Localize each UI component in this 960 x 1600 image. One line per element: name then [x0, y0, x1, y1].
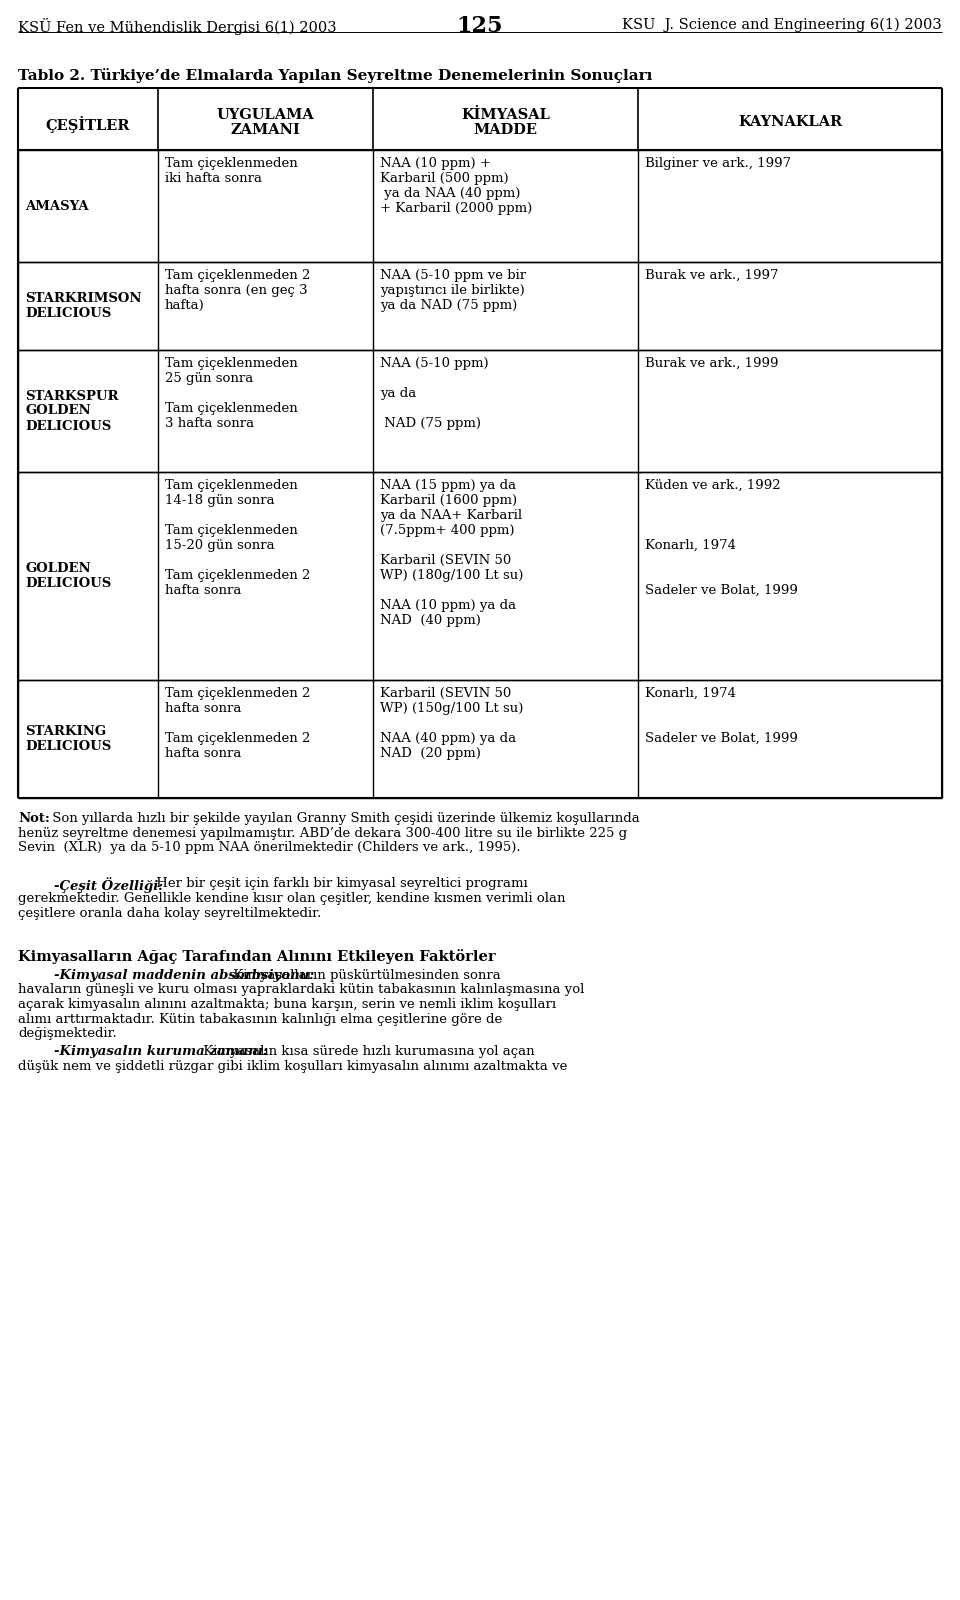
Text: ya da NAA+ Karbaril: ya da NAA+ Karbaril — [380, 509, 522, 522]
Text: ya da NAA (40 ppm): ya da NAA (40 ppm) — [380, 187, 520, 200]
Text: Bilginer ve ark., 1997: Bilginer ve ark., 1997 — [645, 157, 791, 170]
Text: 14-18 gün sonra: 14-18 gün sonra — [165, 494, 275, 507]
Text: NAD  (20 ppm): NAD (20 ppm) — [380, 747, 481, 760]
Text: Tam çiçeklenmeden: Tam çiçeklenmeden — [165, 157, 298, 170]
Text: Tam çiçeklenmeden: Tam çiçeklenmeden — [165, 478, 298, 493]
Text: STARKING: STARKING — [25, 725, 107, 738]
Text: NAD (75 ppm): NAD (75 ppm) — [380, 418, 481, 430]
Text: -Kimyasalın kuruma zamanı:: -Kimyasalın kuruma zamanı: — [54, 1045, 268, 1059]
Text: ÇEŞİTLER: ÇEŞİTLER — [46, 115, 131, 133]
Text: WP) (150g/100 Lt su): WP) (150g/100 Lt su) — [380, 702, 523, 715]
Text: Not:: Not: — [18, 813, 50, 826]
Text: Tablo 2. Türkiye’de Elmalarda Yapılan Seyreltme Denemelerinin Sonuçları: Tablo 2. Türkiye’de Elmalarda Yapılan Se… — [18, 67, 653, 83]
Text: Karbaril (SEVIN 50: Karbaril (SEVIN 50 — [380, 554, 512, 566]
Text: STARKRIMSON: STARKRIMSON — [25, 291, 141, 306]
Text: UYGULAMA: UYGULAMA — [217, 109, 314, 122]
Text: Karbaril (500 ppm): Karbaril (500 ppm) — [380, 171, 509, 186]
Text: alımı arttırmaktadır. Kütin tabakasının kalınlığı elma çeşitlerine göre de: alımı arttırmaktadır. Kütin tabakasının … — [18, 1013, 502, 1026]
Text: Konarlı, 1974: Konarlı, 1974 — [645, 686, 736, 701]
Text: Konarlı, 1974: Konarlı, 1974 — [645, 539, 736, 552]
Text: MADDE: MADDE — [473, 123, 538, 138]
Text: hafta): hafta) — [165, 299, 204, 312]
Text: Tam çiçeklenmeden 2: Tam çiçeklenmeden 2 — [165, 733, 310, 746]
Text: ZAMANI: ZAMANI — [230, 123, 300, 138]
Text: DELICIOUS: DELICIOUS — [25, 578, 111, 590]
Text: + Karbaril (2000 ppm): + Karbaril (2000 ppm) — [380, 202, 532, 214]
Text: Her bir çeşit için farklı bir kimyasal seyreltici programı: Her bir çeşit için farklı bir kimyasal s… — [152, 877, 528, 891]
Text: WP) (180g/100 Lt su): WP) (180g/100 Lt su) — [380, 570, 523, 582]
Text: 125: 125 — [457, 14, 503, 37]
Text: STARKSPUR: STARKSPUR — [25, 389, 118, 403]
Text: KAYNAKLAR: KAYNAKLAR — [738, 115, 842, 130]
Text: ya da NAD (75 ppm): ya da NAD (75 ppm) — [380, 299, 517, 312]
Text: NAD  (40 ppm): NAD (40 ppm) — [380, 614, 481, 627]
Text: DELICIOUS: DELICIOUS — [25, 307, 111, 320]
Text: Tam çiçeklenmeden 2: Tam çiçeklenmeden 2 — [165, 686, 310, 701]
Text: ya da: ya da — [380, 387, 417, 400]
Text: Sevin  (XLR)  ya da 5-10 ppm NAA önerilmektedir (Childers ve ark., 1995).: Sevin (XLR) ya da 5-10 ppm NAA önerilmek… — [18, 842, 520, 854]
Text: GOLDEN: GOLDEN — [25, 405, 90, 418]
Text: Küden ve ark., 1992: Küden ve ark., 1992 — [645, 478, 780, 493]
Text: Karbaril (SEVIN 50: Karbaril (SEVIN 50 — [380, 686, 512, 701]
Text: NAA (10 ppm) ya da: NAA (10 ppm) ya da — [380, 598, 516, 611]
Text: yapıştırıcı ile birlikte): yapıştırıcı ile birlikte) — [380, 285, 525, 298]
Text: Kimyasalların püskürtülmesinden sonra: Kimyasalların püskürtülmesinden sonra — [229, 970, 501, 982]
Text: hafta sonra (en geç 3: hafta sonra (en geç 3 — [165, 285, 307, 298]
Text: değişmektedir.: değişmektedir. — [18, 1027, 117, 1040]
Text: çeşitlere oranla daha kolay seyreltilmektedir.: çeşitlere oranla daha kolay seyreltilmek… — [18, 907, 322, 920]
Text: hafta sonra: hafta sonra — [165, 702, 241, 715]
Text: AMASYA: AMASYA — [25, 200, 88, 213]
Text: 15-20 gün sonra: 15-20 gün sonra — [165, 539, 275, 552]
Text: -Çeşit Özelliği:: -Çeşit Özelliği: — [54, 877, 163, 893]
Text: KİMYASAL: KİMYASAL — [461, 109, 550, 122]
Text: DELICIOUS: DELICIOUS — [25, 419, 111, 432]
Text: DELICIOUS: DELICIOUS — [25, 739, 111, 754]
Text: (7.5ppm+ 400 ppm): (7.5ppm+ 400 ppm) — [380, 525, 515, 538]
Text: 25 gün sonra: 25 gün sonra — [165, 371, 253, 386]
Text: hafta sonra: hafta sonra — [165, 584, 241, 597]
Text: hafta sonra: hafta sonra — [165, 747, 241, 760]
Text: NAA (5-10 ppm): NAA (5-10 ppm) — [380, 357, 489, 370]
Text: NAA (15 ppm) ya da: NAA (15 ppm) ya da — [380, 478, 516, 493]
Text: Burak ve ark., 1997: Burak ve ark., 1997 — [645, 269, 779, 282]
Text: Tam çiçeklenmeden: Tam çiçeklenmeden — [165, 525, 298, 538]
Text: iki hafta sonra: iki hafta sonra — [165, 171, 262, 186]
Text: açarak kimyasalın alınını azaltmakta; buna karşın, serin ve nemli iklim koşullar: açarak kimyasalın alınını azaltmakta; bu… — [18, 998, 556, 1011]
Text: Burak ve ark., 1999: Burak ve ark., 1999 — [645, 357, 779, 370]
Text: GOLDEN: GOLDEN — [25, 562, 90, 574]
Text: henüz seyreltme denemesi yapılmamıştır. ABD’de dekara 300-400 litre su ile birli: henüz seyreltme denemesi yapılmamıştır. … — [18, 827, 627, 840]
Text: Tam çiçeklenmeden 2: Tam çiçeklenmeden 2 — [165, 269, 310, 282]
Text: havaların güneşli ve kuru olması yapraklardaki kütin tabakasının kalınlaşmasına : havaların güneşli ve kuru olması yaprakl… — [18, 984, 585, 997]
Text: düşük nem ve şiddetli rüzgar gibi iklim koşulları kimyasalın alınımı azaltmakta : düşük nem ve şiddetli rüzgar gibi iklim … — [18, 1059, 567, 1074]
Text: NAA (5-10 ppm ve bir: NAA (5-10 ppm ve bir — [380, 269, 526, 282]
Text: Tam çiçeklenmeden 2: Tam çiçeklenmeden 2 — [165, 570, 310, 582]
Text: Tam çiçeklenmeden: Tam çiçeklenmeden — [165, 357, 298, 370]
Text: 3 hafta sonra: 3 hafta sonra — [165, 418, 254, 430]
Text: Kimyasalın kısa sürede hızlı kurumasına yol açan: Kimyasalın kısa sürede hızlı kurumasına … — [199, 1045, 535, 1059]
Text: Son yıllarda hızlı bir şekilde yayılan Granny Smith çeşidi üzerinde ülkemiz koşu: Son yıllarda hızlı bir şekilde yayılan G… — [48, 813, 639, 826]
Text: Sadeler ve Bolat, 1999: Sadeler ve Bolat, 1999 — [645, 733, 798, 746]
Text: NAA (40 ppm) ya da: NAA (40 ppm) ya da — [380, 733, 516, 746]
Text: gerekmektedir. Genellikle kendine kısır olan çeşitler, kendine kısmen verimli ol: gerekmektedir. Genellikle kendine kısır … — [18, 893, 565, 906]
Text: Sadeler ve Bolat, 1999: Sadeler ve Bolat, 1999 — [645, 584, 798, 597]
Text: NAA (10 ppm) +: NAA (10 ppm) + — [380, 157, 491, 170]
Text: KSU  J. Science and Engineering 6(1) 2003: KSU J. Science and Engineering 6(1) 2003 — [622, 18, 942, 32]
Text: Kimyasalların Ağaç Tarafından Alınını Etkileyen Faktörler: Kimyasalların Ağaç Tarafından Alınını Et… — [18, 949, 495, 963]
Text: -Kimyasal maddenin absorbsiyonu:: -Kimyasal maddenin absorbsiyonu: — [54, 970, 314, 982]
Text: Tam çiçeklenmeden: Tam çiçeklenmeden — [165, 402, 298, 414]
Text: Karbaril (1600 ppm): Karbaril (1600 ppm) — [380, 494, 517, 507]
Text: KSÜ Fen ve Mühendislik Dergisi 6(1) 2003: KSÜ Fen ve Mühendislik Dergisi 6(1) 2003 — [18, 18, 337, 35]
